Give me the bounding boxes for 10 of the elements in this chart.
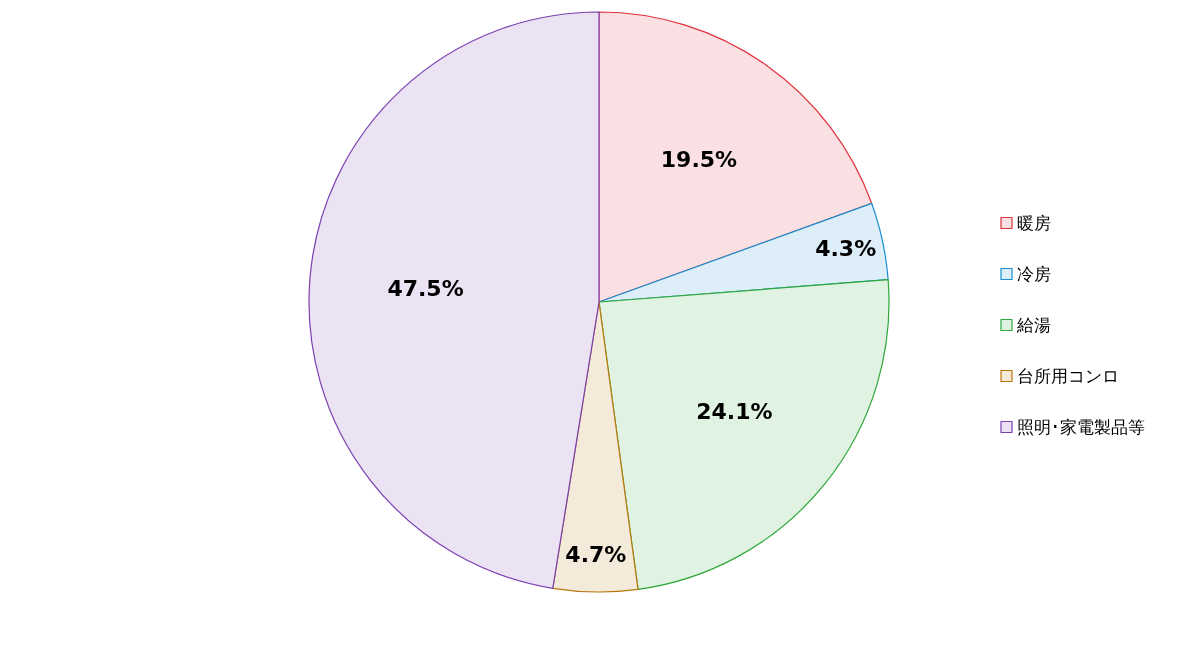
legend-label: 台所用コンロ xyxy=(1017,366,1119,386)
legend-label: 給湯 xyxy=(1016,315,1051,335)
data-label: 24.1% xyxy=(696,398,773,424)
legend-label: 冷房 xyxy=(1017,264,1051,284)
legend-label: 照明･家電製品等 xyxy=(1017,417,1145,437)
legend-label: 暖房 xyxy=(1017,213,1051,233)
data-label: 47.5% xyxy=(387,275,464,301)
data-label: 19.5% xyxy=(660,147,738,173)
data-label: 4.3% xyxy=(815,236,877,262)
data-label: 4.7% xyxy=(565,541,627,567)
